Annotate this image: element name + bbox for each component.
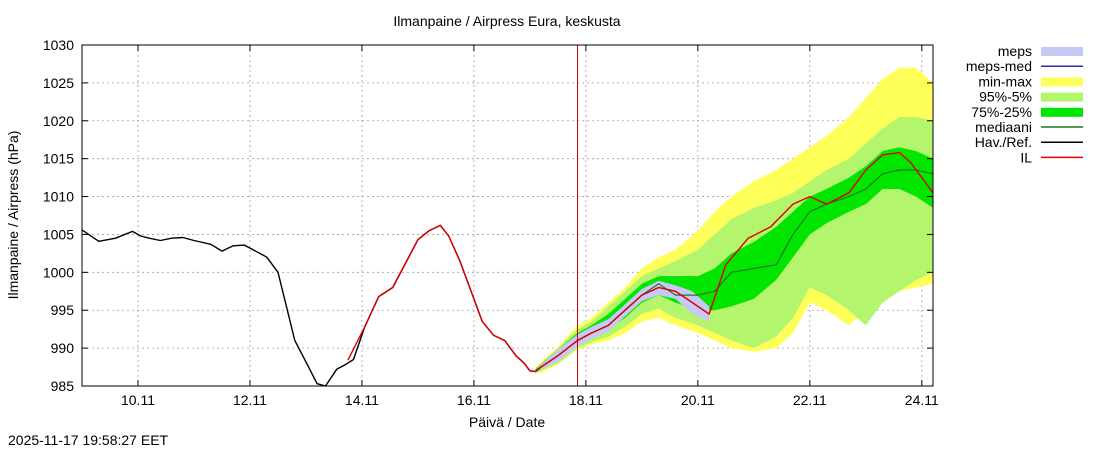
p95-5-band [535, 117, 933, 374]
x-tick-label: 18.11 [569, 392, 603, 408]
y-tick-label: 995 [51, 302, 75, 318]
x-tick-label: 16.11 [457, 392, 491, 408]
forecast-bands [535, 67, 933, 375]
y-tick-label: 1000 [43, 264, 74, 280]
y-tick-label: 1005 [43, 226, 74, 242]
y-axis-label: Ilmanpaine / Airpress (hPa) [5, 131, 21, 300]
legend-label-il: IL [1020, 149, 1032, 165]
x-tick-label: 12.11 [233, 392, 267, 408]
x-tick-label: 22.11 [793, 392, 827, 408]
observed-line [81, 224, 536, 387]
y-tick-label: 1025 [43, 75, 74, 91]
legend-swatch-meps [1041, 47, 1083, 56]
legend-swatch-minmax [1041, 77, 1083, 87]
x-axis-label: Päivä / Date [469, 414, 545, 430]
y-tick-label: 990 [51, 340, 75, 356]
y-tick-label: 1010 [43, 189, 74, 205]
x-tick-label: 24.11 [905, 392, 939, 408]
p75-25-band [535, 147, 933, 373]
legend-label-p75_25: 75%-25% [971, 104, 1032, 120]
x-tick-label: 20.11 [681, 392, 715, 408]
y-axis-ticks: 985 990 995 1000 1005 1010 1015 1020 1025 1030 [43, 37, 933, 394]
y-tick-label: 1015 [43, 151, 74, 167]
legend-label-obs: Hav./Ref. [975, 134, 1032, 150]
chart-title: Ilmanpaine / Airpress Eura, keskusta [393, 13, 620, 29]
y-tick-label: 1030 [43, 37, 74, 53]
y-tick-label: 985 [51, 378, 75, 394]
legend-swatch-p75_25 [1041, 107, 1083, 117]
legend-swatch-p95_5 [1041, 92, 1083, 102]
legend-label-meps_med: meps-med [966, 58, 1032, 74]
legend-label-p95_5: 95%-5% [979, 89, 1032, 105]
timestamp: 2025-11-17 19:58:27 EET [8, 432, 169, 448]
il-line [347, 151, 934, 373]
x-tick-label: 14.11 [345, 392, 379, 408]
x-tick-label: 10.11 [121, 392, 155, 408]
x-axis-ticks: 10.11 12.11 14.11 16.11 18.11 20.11 22.11 24.11 [121, 45, 939, 408]
meps-band [535, 280, 710, 372]
y-tick-label: 1020 [43, 113, 74, 129]
series-lines [81, 45, 934, 387]
legend-label-meps: meps [998, 43, 1032, 59]
legend-label-mediaani: mediaani [975, 119, 1032, 135]
plot-frame [81, 44, 934, 387]
legend: mepsmeps-medmin-max95%-5%75%-25%mediaani… [966, 43, 1083, 165]
legend-label-minmax: min-max [978, 73, 1032, 89]
